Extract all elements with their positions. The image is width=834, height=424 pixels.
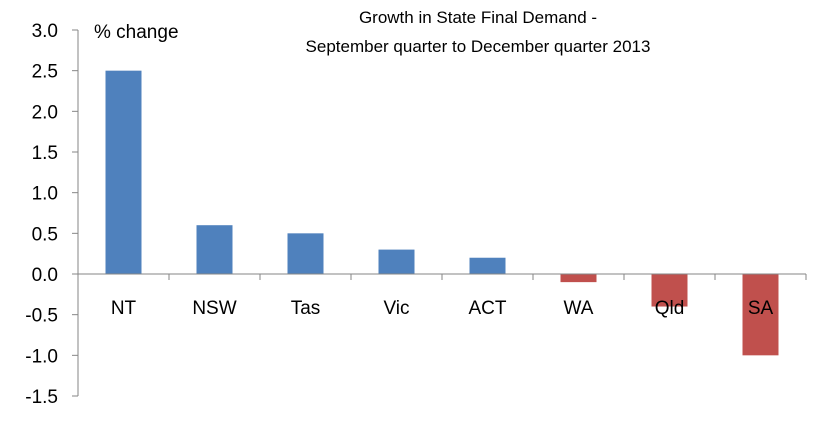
bar-nsw (196, 225, 233, 274)
bar-tas (287, 233, 324, 274)
bar-act (469, 257, 506, 274)
x-axis: NT NSW Tas Vic ACT WA Qld SA (77, 273, 807, 319)
x-tick-label-act: ACT (469, 298, 507, 319)
y-tick-label: -1.5 (25, 387, 58, 408)
y-tick-label: -0.5 (25, 306, 58, 327)
y-tick-label: 1.5 (32, 143, 58, 164)
bar-vic (378, 249, 415, 274)
bar-wa (560, 274, 597, 283)
chart-title-line-1: Growth in State Final Demand - (359, 8, 597, 27)
y-tick-label: 0.5 (32, 224, 58, 245)
y-tick-label: 3.0 (32, 21, 58, 42)
bars (105, 70, 779, 356)
x-tick-label-vic: Vic (383, 298, 409, 319)
x-tick-label-nt: NT (111, 298, 137, 319)
y-tick-label: 2.5 (32, 62, 58, 83)
x-tick-label-qld: Qld (655, 298, 685, 319)
bar-qld (651, 274, 688, 307)
x-tick-label-tas: Tas (291, 298, 321, 319)
y-tick-label: 1.0 (32, 184, 58, 205)
y-tick-label: -1.0 (25, 346, 58, 367)
chart-title-line-2: September quarter to December quarter 20… (306, 37, 651, 56)
bar-nt (105, 70, 142, 275)
x-tick-label-nsw: NSW (192, 298, 236, 319)
y-axis-label: % change (94, 22, 179, 43)
x-tick-label-sa: SA (748, 298, 774, 319)
y-tick-label: 0.0 (32, 265, 58, 286)
x-tick-label-wa: WA (564, 298, 594, 319)
y-tick-label: 2.0 (32, 102, 58, 123)
bar-sa (742, 274, 779, 356)
y-axis: 3.0 2.5 2.0 1.5 1.0 0.5 0.0 -0.5 -1.0 -1.5 (25, 21, 79, 408)
